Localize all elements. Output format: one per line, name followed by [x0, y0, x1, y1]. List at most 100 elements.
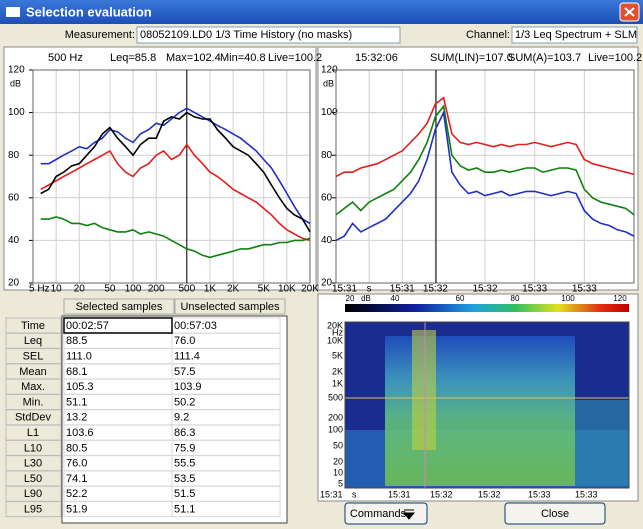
- cell-text: 74.1: [66, 473, 87, 485]
- row-label: L1: [27, 427, 39, 439]
- channel-field: [511, 26, 638, 44]
- colorbar-label: 20: [346, 294, 355, 303]
- cell-text: 00:02:57: [66, 320, 109, 332]
- header-text: Live=100.2: [588, 52, 642, 64]
- cell-text: 00:57:03: [174, 320, 217, 332]
- x-tick-label: 20K: [301, 284, 319, 295]
- column-header: Unselected samples: [180, 301, 280, 313]
- x-tick-label: 10K: [278, 284, 296, 295]
- x-tick-label: 5K: [258, 284, 271, 295]
- cell-text: 80.5: [66, 442, 87, 454]
- measurement-value: 08052109.LD0 1/3 Time History (no masks): [140, 29, 352, 41]
- series-line: [40, 107, 311, 225]
- series-line: [40, 143, 311, 242]
- spectrogram-y-label: 500: [328, 392, 343, 402]
- cell-text: 76.0: [174, 335, 195, 347]
- cell-text: 75.9: [174, 442, 195, 454]
- spectrogram-x-label: 15:33: [575, 489, 598, 499]
- row-label: Mean: [19, 366, 47, 378]
- header-text: Leq=85.8: [110, 52, 156, 64]
- commands-button[interactable]: Commands: [344, 502, 428, 525]
- row-label: L50: [24, 473, 42, 485]
- close-x-button[interactable]: [619, 2, 640, 22]
- x-tick-label: 20: [74, 284, 86, 295]
- y-tick-label: 120: [321, 65, 338, 76]
- y-tick-label: 20: [321, 278, 333, 289]
- cell-text: 103.6: [66, 427, 94, 439]
- row-label-cell: [5, 501, 62, 518]
- y-tick-label: 60: [8, 192, 20, 203]
- measurement-label: Measurement:: [65, 29, 135, 41]
- y-tick-label: 100: [321, 107, 338, 118]
- row-label: L95: [24, 504, 42, 516]
- spectrogram-y-label: 10: [333, 467, 343, 477]
- spectrum-panel: [3, 46, 317, 291]
- cell-text: 52.2: [66, 488, 87, 500]
- plot-frame: [32, 69, 311, 284]
- spectrogram-x-label: 15:32: [430, 489, 453, 499]
- y-tick-label: 100: [8, 107, 25, 118]
- table-box: [61, 315, 288, 524]
- spectrogram-x-label: 15:33: [528, 489, 551, 499]
- row-label: Max.: [21, 381, 45, 393]
- header-text: 15:32:06: [355, 52, 398, 64]
- cell-text: 51.9: [66, 504, 87, 516]
- colorbar-label: 100: [561, 294, 575, 303]
- close-button[interactable]: Close: [504, 502, 606, 525]
- series-line: [335, 96, 635, 178]
- header-text: Live=100.2: [268, 52, 322, 64]
- spectrogram-y-label: 1K: [332, 378, 343, 388]
- y-tick-label: 20: [8, 278, 20, 289]
- y-tick-label: 60: [321, 192, 333, 203]
- spectrogram-x-label: 15:31: [388, 489, 411, 499]
- spectrogram-x-label: 15:32: [478, 489, 501, 499]
- colorbar-label: 120: [613, 294, 627, 303]
- x-tick-label: 50: [104, 284, 116, 295]
- y-tick-label: 80: [8, 150, 20, 161]
- spectrogram-x-label: s: [352, 489, 357, 499]
- spectrogram-y-label: 200: [328, 412, 343, 422]
- x-tick-label: 200: [148, 284, 165, 295]
- x-tick-label: s: [367, 284, 372, 295]
- spectrogram-y-label: 20K: [327, 320, 343, 330]
- x-tick-label: 15:32: [423, 284, 448, 295]
- row-label: Min.: [23, 396, 44, 408]
- close-button-label: Close: [541, 508, 569, 520]
- x-tick-label: 2K: [227, 284, 240, 295]
- spectrogram-y-label: 20: [333, 456, 343, 466]
- row-label: SEL: [23, 351, 44, 363]
- x-tick-label: 15:31: [390, 284, 415, 295]
- header-text: Max=102.4: [166, 52, 221, 64]
- spectrogram-y-label: 5: [338, 478, 343, 488]
- spectrogram-peak: [412, 330, 436, 450]
- spectrogram-y-label: 2K: [332, 366, 343, 376]
- colorbar-label: dB: [361, 294, 371, 303]
- x-tick-label: 15:32: [472, 284, 497, 295]
- x-tick-label: 5 Hz: [29, 284, 50, 295]
- close-button-face: [504, 502, 606, 525]
- y-tick-label: 40: [321, 235, 333, 246]
- header-cell: [63, 298, 175, 315]
- y-tick-label: 120: [8, 65, 25, 76]
- row-label: L10: [24, 442, 42, 454]
- colorbar-label: 80: [511, 294, 520, 303]
- title-bar: [0, 0, 643, 24]
- row-label: L30: [24, 458, 42, 470]
- x-tick-label: 15:33: [522, 284, 547, 295]
- spectrogram-y-label: Hz: [332, 327, 343, 337]
- spectrogram-frame: [344, 321, 630, 489]
- cell-text: 86.3: [174, 427, 195, 439]
- cell-text: 105.3: [66, 381, 94, 393]
- row-label: StdDev: [15, 412, 52, 424]
- cell-text: 50.2: [174, 396, 195, 408]
- cell-text: 76.0: [66, 458, 87, 470]
- focus-cell: [63, 317, 173, 334]
- measurement-field: [136, 26, 401, 44]
- cell-text: 53.5: [174, 473, 195, 485]
- header-text: 500 Hz: [48, 52, 83, 64]
- cell-text: 51.1: [66, 396, 87, 408]
- cell-text: 51.1: [174, 504, 195, 516]
- y-tick-label: 80: [321, 150, 333, 161]
- row-label: Time: [21, 320, 45, 332]
